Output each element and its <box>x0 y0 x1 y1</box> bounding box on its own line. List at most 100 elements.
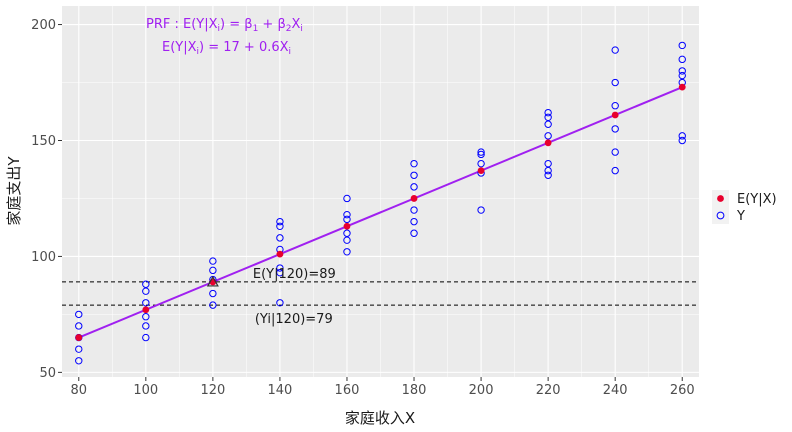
prf-formula-middle: ) = β <box>220 17 253 32</box>
triangle-marker <box>206 275 219 287</box>
x-tick-label: 180 <box>402 383 427 398</box>
observation-point <box>678 67 686 75</box>
observation-point <box>611 46 619 54</box>
x-tick-label: 260 <box>670 383 695 398</box>
observation-point <box>209 257 217 265</box>
observation-point <box>410 183 418 191</box>
observation-point <box>410 159 418 168</box>
observation-point <box>678 41 686 50</box>
prf-regression-line <box>78 86 683 339</box>
mean-point <box>75 334 83 341</box>
x-tick-label: 80 <box>70 383 87 398</box>
observation-point <box>75 310 83 319</box>
mean-point <box>142 306 150 314</box>
observation-point <box>75 345 83 353</box>
legend-key-bg-2 <box>712 207 729 224</box>
observation-point <box>276 268 284 277</box>
observation-point <box>410 217 418 226</box>
observation-point <box>142 287 150 295</box>
observation-point <box>477 148 485 156</box>
mean-point <box>544 139 552 147</box>
observation-point <box>544 159 552 168</box>
mean-point <box>477 167 485 175</box>
y-axis-ticks: 50 100 150 200 <box>31 18 62 381</box>
observation-point <box>611 148 619 156</box>
observation-point <box>343 248 351 256</box>
mean-point <box>611 111 619 119</box>
observation-point <box>276 222 284 230</box>
mean-point <box>276 250 284 258</box>
minor-gridlines <box>62 6 699 377</box>
observation-point <box>209 301 217 309</box>
fitted-formula-sub-i: i <box>197 47 200 57</box>
observation-point <box>209 266 217 275</box>
observation-point <box>343 210 351 219</box>
observation-point <box>276 234 284 242</box>
reference-lines <box>62 281 699 306</box>
observation-point <box>343 215 351 224</box>
observation-point <box>544 171 552 179</box>
y-axis-title: 家庭支出Y <box>5 156 23 226</box>
observation-point <box>544 108 552 117</box>
prf-formula-sub-i2: i <box>300 24 303 34</box>
x-axis-ticks: 80 100 120 140 160 180 200 220 240 260 <box>70 377 695 398</box>
observation-point <box>477 159 485 168</box>
mean-point <box>343 222 351 230</box>
observation-point <box>343 229 351 237</box>
observation-point <box>678 55 686 64</box>
y-tick-label: 100 <box>31 250 56 265</box>
observation-point <box>209 289 217 298</box>
observation-point <box>544 132 552 140</box>
mean-point <box>678 83 686 91</box>
x-tick-label: 160 <box>335 383 360 398</box>
prf-formula-x: X <box>292 17 301 32</box>
observation-point <box>410 171 418 179</box>
annotation-ey120: E(Y|120)=89 <box>253 267 336 282</box>
legend: E(Y|X) Y <box>712 190 777 224</box>
observation-point <box>142 280 150 288</box>
observation-point <box>611 102 619 110</box>
major-gridlines <box>62 6 699 377</box>
x-tick-label: 120 <box>200 383 225 398</box>
observation-point <box>410 206 418 214</box>
mean-point <box>410 195 418 202</box>
fitted-formula-prefix: E(Y|X <box>162 40 197 55</box>
observation-point <box>611 166 619 175</box>
x-tick-label: 240 <box>603 383 628 398</box>
triangle-point <box>206 275 219 287</box>
y-tick-label: 200 <box>31 18 56 33</box>
legend-key-obs <box>716 211 725 220</box>
fitted-formula-sub-i2: i <box>289 47 292 57</box>
y-tick-label: 50 <box>39 366 56 381</box>
fitted-formula: E(Y|Xi) = 17 + 0.6Xi <box>162 40 291 57</box>
observation-point <box>611 78 619 87</box>
observation-point <box>343 194 351 203</box>
observation-point <box>276 217 284 226</box>
prf-formula-sub-i: i <box>218 24 221 34</box>
prf-formula: PRF : E(Y|Xi) = β1 + β2Xi <box>146 17 303 34</box>
x-tick-label: 200 <box>469 383 494 398</box>
legend-key-mean <box>717 195 724 202</box>
observation-point <box>142 299 150 307</box>
x-tick-label: 220 <box>536 383 561 398</box>
observation-point <box>477 150 485 159</box>
x-tick-label: 100 <box>133 383 158 398</box>
observation-point <box>142 313 150 321</box>
observation-point <box>544 113 552 122</box>
prf-formula-prefix: PRF : E(Y|X <box>146 17 218 32</box>
observation-point <box>276 299 284 307</box>
y-tick-label: 150 <box>31 134 56 149</box>
observation-point <box>544 166 552 175</box>
conditional-mean-points <box>75 83 686 341</box>
prf-line <box>78 86 683 339</box>
observation-point <box>477 206 485 214</box>
observation-point <box>142 333 150 342</box>
prf-formula-sub-1: 1 <box>253 24 259 34</box>
x-tick-label: 140 <box>268 383 293 398</box>
observation-point <box>410 229 418 237</box>
observation-point <box>678 136 686 145</box>
observation-point <box>678 71 686 80</box>
observation-point <box>276 264 284 272</box>
observation-point <box>678 132 686 140</box>
